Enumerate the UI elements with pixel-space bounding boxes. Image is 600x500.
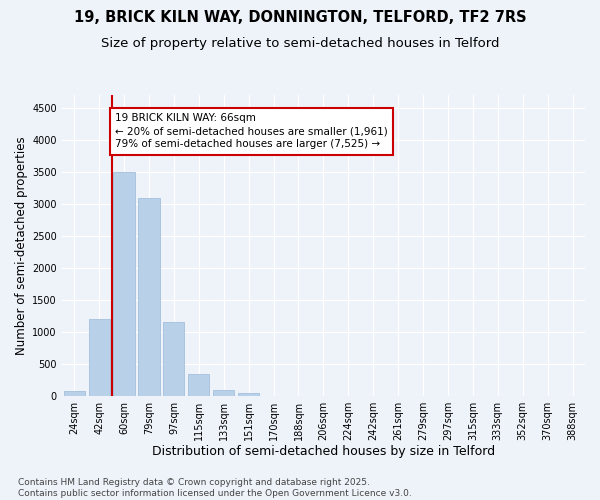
Bar [113, 172, 134, 396]
Bar [64, 391, 85, 396]
Text: Contains HM Land Registry data © Crown copyright and database right 2025.
Contai: Contains HM Land Registry data © Crown c… [18, 478, 412, 498]
X-axis label: Distribution of semi-detached houses by size in Telford: Distribution of semi-detached houses by … [152, 444, 495, 458]
Y-axis label: Number of semi-detached properties: Number of semi-detached properties [15, 136, 28, 355]
Bar [188, 374, 209, 396]
Bar [139, 198, 160, 396]
Text: Size of property relative to semi-detached houses in Telford: Size of property relative to semi-detach… [101, 38, 499, 51]
Bar [213, 390, 235, 396]
Bar [89, 319, 110, 396]
Bar [163, 322, 184, 396]
Bar [238, 393, 259, 396]
Text: 19 BRICK KILN WAY: 66sqm
← 20% of semi-detached houses are smaller (1,961)
79% o: 19 BRICK KILN WAY: 66sqm ← 20% of semi-d… [115, 113, 388, 150]
Text: 19, BRICK KILN WAY, DONNINGTON, TELFORD, TF2 7RS: 19, BRICK KILN WAY, DONNINGTON, TELFORD,… [74, 10, 526, 25]
